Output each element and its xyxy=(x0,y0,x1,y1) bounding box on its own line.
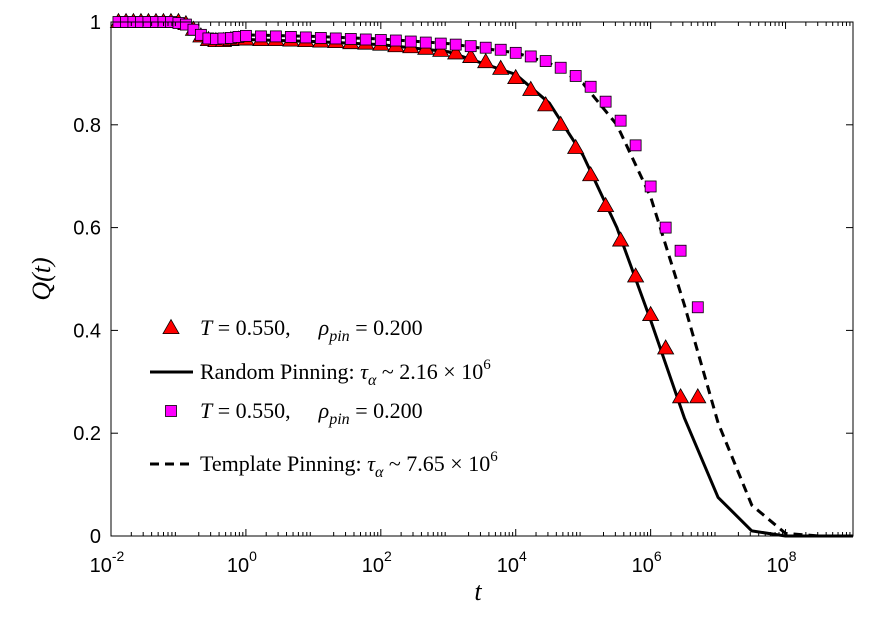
y-tick-label: 0.4 xyxy=(73,320,101,342)
data-point-triangle xyxy=(611,231,630,247)
data-point-square xyxy=(344,33,357,45)
y-tick-label: 0.8 xyxy=(73,115,101,137)
data-point-square xyxy=(389,34,402,47)
data-point-square xyxy=(359,33,372,46)
data-point-square xyxy=(584,80,597,93)
data-point-square xyxy=(554,61,567,74)
data-point-square xyxy=(539,55,552,67)
data-point-square xyxy=(255,30,267,43)
data-point-triangle xyxy=(581,165,600,182)
legend-label: Random Pinning: τα ~ 2.16 × 106 xyxy=(200,357,491,389)
y-axis-ticks: 0 0.2 0.4 0.6 0.8 1 xyxy=(73,12,853,548)
data-point-square xyxy=(374,34,387,46)
data-point-triangle xyxy=(462,47,480,63)
y-tick-label: 0.6 xyxy=(73,218,101,240)
data-point-triangle xyxy=(626,267,645,283)
data-point-triangle xyxy=(641,305,660,321)
data-point-square xyxy=(464,40,477,53)
data-point-square xyxy=(629,139,642,152)
legend-label: T = 0.550, ρpin = 0.200 xyxy=(200,315,423,345)
data-point-square xyxy=(569,70,582,82)
data-point-triangle xyxy=(566,138,585,154)
data-point-square xyxy=(494,43,507,56)
x-tick-label: 10-2 xyxy=(90,548,125,577)
data-point-square xyxy=(644,180,657,193)
x-tick-label: 100 xyxy=(227,548,257,577)
x-tick-label: 108 xyxy=(767,548,797,577)
x-axis-label: t xyxy=(474,577,482,606)
data-point-square xyxy=(269,30,282,43)
data-point-square xyxy=(614,114,627,127)
data-point-square xyxy=(434,37,447,50)
data-point-triangle xyxy=(522,80,540,96)
x-tick-label: 104 xyxy=(497,548,527,577)
data-point-triangle xyxy=(477,52,495,69)
y-tick-label: 0 xyxy=(90,526,101,548)
legend-marker-triangle xyxy=(162,318,180,335)
data-point-triangle xyxy=(492,59,510,75)
data-point-triangle xyxy=(689,388,707,404)
data-point-square xyxy=(404,35,417,48)
data-point-square xyxy=(524,50,537,63)
data-point-square xyxy=(599,95,612,108)
data-point-triangle xyxy=(596,196,615,213)
y-tick-label: 1 xyxy=(90,12,101,34)
x-tick-label: 102 xyxy=(362,548,392,577)
data-point-square xyxy=(419,36,432,49)
data-point-square xyxy=(299,31,312,44)
data-point-square xyxy=(314,32,327,44)
random-pinning-fit-line xyxy=(245,38,853,538)
data-point-triangle xyxy=(656,339,675,355)
data-point-square xyxy=(284,31,297,43)
x-tick-label: 106 xyxy=(632,548,662,577)
data-point-square xyxy=(329,32,342,45)
data-point-square xyxy=(479,41,492,54)
x-axis-ticks: 10-2 100 102 104 106 108 xyxy=(90,22,851,577)
y-axis-label: Q(t) xyxy=(27,257,56,300)
legend-label: T = 0.550, ρpin = 0.200 xyxy=(200,398,423,428)
legend: T = 0.550, ρpin = 0.200 Random Pinning: τα… xyxy=(150,315,498,481)
data-point-triangle xyxy=(551,115,570,131)
legend-marker-square xyxy=(165,405,177,417)
legend-label: Template Pinning: τα ~ 7.65 × 106 xyxy=(200,449,498,481)
data-point-square xyxy=(509,46,522,59)
data-point-triangle xyxy=(447,44,465,60)
data-point-square xyxy=(691,301,704,314)
data-point-square xyxy=(449,38,462,51)
data-point-triangle xyxy=(671,388,690,404)
axes-frame xyxy=(110,21,854,537)
data-point-triangle xyxy=(536,96,555,112)
data-point-square xyxy=(674,244,687,257)
data-point-triangle xyxy=(507,68,525,85)
data-point-square xyxy=(659,221,672,234)
y-tick-label: 0.2 xyxy=(73,423,101,445)
data-point-square xyxy=(240,29,252,42)
